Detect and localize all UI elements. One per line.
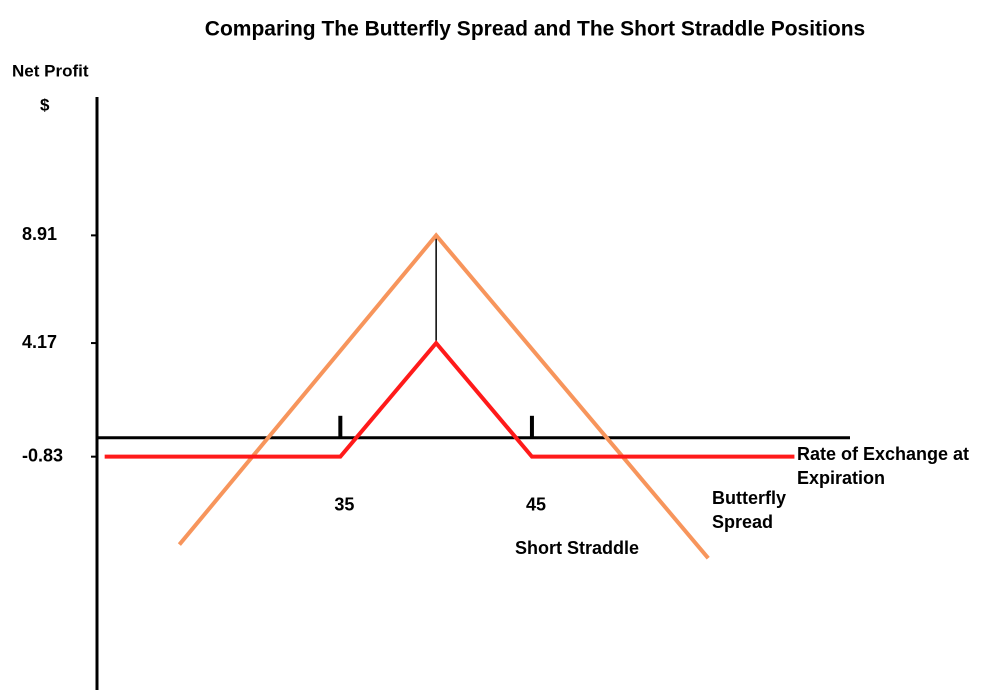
- chart-title: Comparing The Butterfly Spread and The S…: [205, 18, 865, 41]
- series-line: [177, 232, 710, 560]
- x-tick-label: 45: [526, 495, 546, 515]
- series-line: [104, 339, 795, 459]
- y-axis-label: Net Profit: [12, 61, 89, 80]
- y-axis-unit: $: [40, 95, 50, 114]
- series-label: Short Straddle: [515, 538, 640, 558]
- x-axis-label: Rate of Exchange at Expiration: [797, 444, 970, 488]
- series-label: Butterfly Spread: [712, 488, 787, 532]
- y-tick-label: 4.17: [22, 332, 57, 352]
- y-tick-label: -0.83: [22, 445, 63, 465]
- y-tick-label: 8.91: [22, 224, 57, 244]
- x-tick-label: 35: [334, 495, 354, 515]
